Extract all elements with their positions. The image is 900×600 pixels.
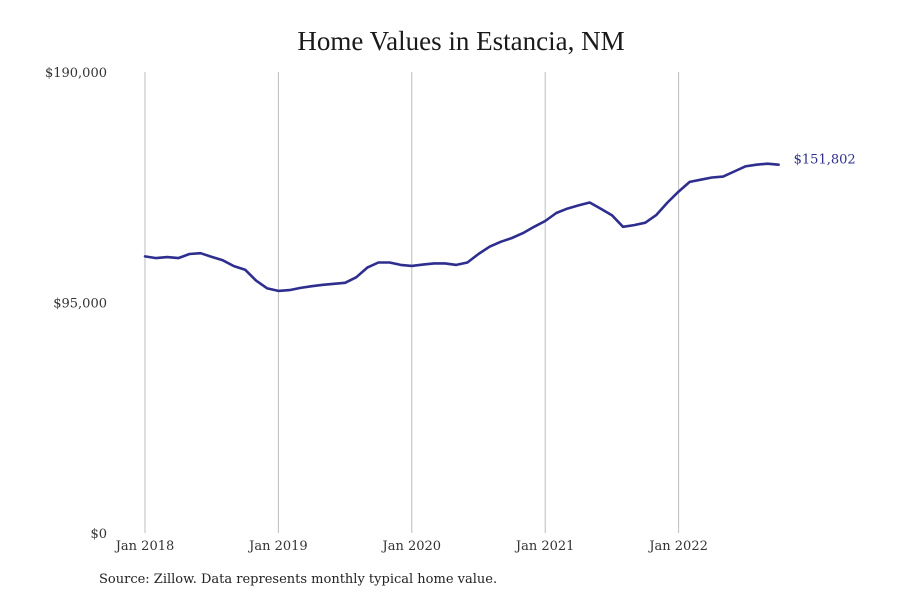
data-labels: $151,802: [794, 153, 856, 168]
y-axis-ticks: $0 $95,000 $190,000: [45, 66, 107, 542]
x-tick-label: Jan 2020: [381, 539, 442, 554]
y-tick-label: $95,000: [53, 297, 107, 312]
x-tick-label: Jan 2019: [247, 539, 308, 554]
gridlines: [144, 72, 680, 533]
x-tick-label: Jan 2021: [514, 539, 575, 554]
series-line: [143, 162, 780, 293]
series: [143, 162, 780, 293]
x-axis-ticks: Jan 2018 Jan 2019 Jan 2020 Jan 2021 Jan 2022: [114, 539, 708, 554]
source-note: Source: Zillow. Data represents monthly …: [99, 572, 498, 587]
end-value-label: $151,802: [794, 153, 856, 168]
y-tick-label: $190,000: [45, 66, 107, 81]
x-tick-label: Jan 2018: [114, 539, 175, 554]
y-tick-label: $0: [90, 527, 107, 542]
chart-title: Home Values in Estancia, NM: [297, 26, 625, 56]
x-tick-label: Jan 2022: [647, 539, 708, 554]
